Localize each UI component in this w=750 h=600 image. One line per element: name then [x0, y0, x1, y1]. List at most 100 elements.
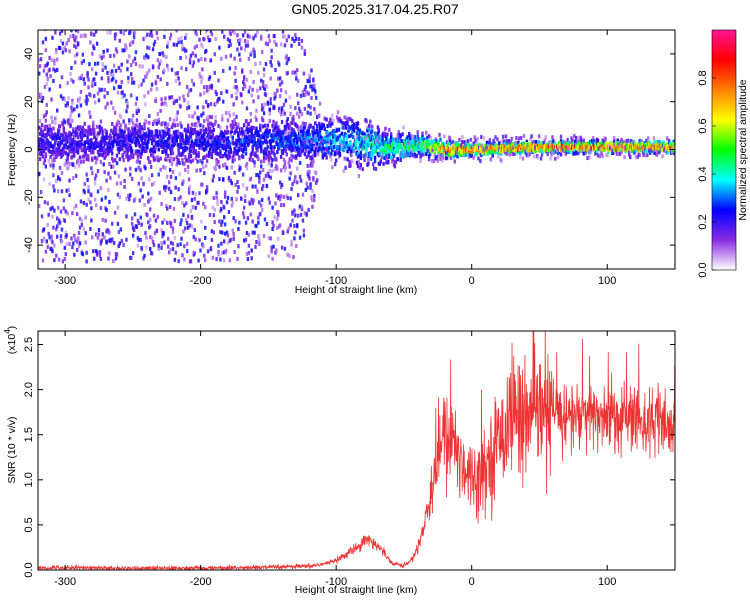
heatmap-cell	[387, 141, 390, 146]
heatmap-cell	[242, 205, 246, 210]
heatmap-cell	[100, 76, 104, 81]
heatmap-cell	[399, 134, 402, 139]
heatmap-cell	[64, 151, 67, 156]
heatmap-cell	[236, 179, 239, 184]
heatmap-cell	[188, 184, 192, 189]
heatmap-cell	[207, 150, 211, 155]
heatmap-cell	[56, 147, 59, 152]
heatmap-cell	[313, 86, 316, 91]
heatmap-cell	[84, 215, 87, 220]
heatmap-cell	[52, 126, 55, 131]
heatmap-cell	[113, 110, 117, 115]
heatmap-cell	[274, 166, 277, 171]
heatmap-cell	[324, 139, 327, 144]
heatmap-cell	[284, 90, 288, 95]
heatmap-cell	[148, 120, 151, 125]
heatmap-cell	[409, 147, 413, 152]
heatmap-cell	[277, 236, 280, 241]
heatmap-cell	[374, 135, 378, 140]
heatmap-cell	[205, 88, 209, 93]
heatmap-cell	[91, 80, 94, 85]
heatmap-cell	[47, 158, 50, 163]
heatmap-cell	[93, 176, 97, 181]
heatmap-cell	[267, 161, 270, 166]
heatmap-cell	[71, 100, 74, 105]
heatmap-cell	[358, 130, 362, 135]
heatmap-cell	[415, 153, 418, 158]
heatmap-cell	[78, 155, 82, 160]
heatmap-cell	[400, 139, 403, 144]
heatmap-cell	[104, 105, 107, 110]
heatmap-cell	[182, 138, 185, 143]
heatmap-cell	[91, 51, 94, 56]
heatmap-cell	[241, 133, 244, 138]
heatmap-cell	[122, 25, 124, 29]
heatmap-cell	[152, 181, 156, 186]
heatmap-cell	[110, 136, 113, 141]
heatmap-cell	[271, 168, 274, 173]
heatmap-cell	[261, 118, 265, 123]
heatmap-cell	[270, 160, 273, 165]
heatmap-cell	[239, 144, 242, 149]
heatmap-cell	[157, 243, 160, 248]
heatmap-cell	[60, 170, 64, 175]
heatmap-cell	[98, 148, 102, 153]
heatmap-cell	[186, 249, 189, 254]
heatmap-cell	[210, 229, 214, 234]
heatmap-cell	[112, 140, 115, 145]
heatmap-cell	[206, 140, 210, 145]
heatmap-cell	[145, 148, 148, 153]
heatmap-cell	[101, 153, 104, 158]
heatmap-cell	[116, 146, 120, 151]
heatmap-cell	[43, 125, 47, 130]
heatmap-cell	[81, 52, 85, 57]
heatmap-cell	[54, 68, 57, 73]
heatmap-cell	[529, 137, 532, 142]
heatmap-cell	[93, 197, 97, 202]
heatmap-cell	[574, 139, 577, 144]
heatmap-cell	[98, 124, 102, 129]
heatmap-cell	[264, 156, 268, 161]
heatmap-cell	[202, 105, 205, 110]
heatmap-cell	[288, 157, 291, 162]
heatmap-cell	[93, 23, 95, 27]
heatmap-cell	[270, 145, 273, 150]
heatmap-cell	[174, 176, 178, 181]
heatmap-cell	[242, 74, 246, 79]
heatmap-cell	[192, 130, 196, 135]
heatmap-cell	[73, 43, 76, 48]
heatmap-cell	[119, 114, 122, 119]
heatmap-cell	[148, 129, 151, 134]
heatmap-cell	[159, 59, 162, 64]
heatmap-cell	[72, 127, 75, 132]
heatmap-cell	[94, 137, 98, 142]
heatmap-cell	[204, 57, 207, 62]
heatmap-cell	[119, 181, 122, 186]
heatmap-cell	[251, 148, 254, 153]
heatmap-cell	[198, 145, 201, 150]
heatmap-cell	[116, 192, 120, 197]
heatmap-cell	[134, 167, 138, 172]
heatmap-cell	[376, 125, 380, 130]
heatmap-cell	[388, 127, 391, 132]
heatmap-cell	[318, 129, 322, 134]
heatmap-cell	[364, 143, 367, 148]
heatmap-cell	[213, 21, 215, 25]
heatmap-cell	[427, 157, 431, 162]
heatmap-cell	[228, 141, 232, 146]
heatmap-cell	[289, 223, 292, 228]
heatmap-cell	[306, 185, 309, 190]
heatmap-cell	[149, 32, 152, 37]
heatmap-cell	[314, 121, 317, 126]
heatmap-cell	[180, 218, 183, 223]
heatmap-cell	[98, 250, 102, 255]
heatmap-cell	[46, 61, 49, 66]
heatmap-cell	[202, 111, 205, 116]
heatmap-cell	[184, 226, 187, 231]
heatmap-cell	[365, 139, 368, 144]
heatmap-cell	[257, 95, 260, 100]
heatmap-cell	[256, 24, 258, 28]
heatmap-cell	[167, 122, 170, 127]
heatmap-cell	[305, 181, 308, 186]
heatmap-cell	[144, 35, 147, 40]
